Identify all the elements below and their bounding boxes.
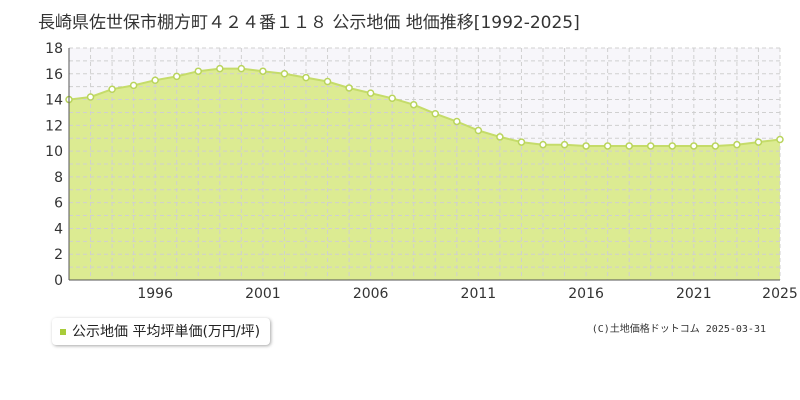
data-point (151, 76, 159, 84)
data-point (668, 142, 677, 150)
y-tick-label: 8 (54, 170, 63, 186)
data-point (172, 72, 181, 81)
x-tick-label: 1996 (137, 286, 173, 302)
legend: 公示地価 平均坪単価(万円/坪) (52, 318, 271, 345)
y-tick-label: 6 (54, 196, 63, 212)
data-point (323, 77, 332, 86)
y-tick-label: 0 (54, 273, 63, 289)
x-tick-label: 2011 (461, 286, 497, 302)
x-tick-label: 2016 (568, 286, 604, 302)
data-point (625, 142, 633, 150)
data-point (345, 84, 353, 92)
x-tick-label: 2001 (245, 286, 281, 302)
y-tick-label: 18 (45, 41, 63, 57)
data-point (86, 93, 95, 101)
y-tick-label: 14 (45, 93, 63, 109)
data-point (388, 94, 396, 103)
data-point (754, 138, 763, 146)
data-point (453, 117, 461, 126)
y-tick-label: 2 (54, 247, 63, 263)
data-point (690, 142, 698, 150)
data-point (194, 67, 203, 75)
legend-swatch (60, 329, 66, 335)
data-point (603, 142, 612, 150)
data-point (302, 73, 310, 82)
data-point (711, 142, 720, 150)
chart-title: 長崎県佐世保市棚方町４２４番１１８ 公示地価 地価推移[1992-2025] (38, 13, 580, 33)
data-point (108, 85, 116, 93)
data-point (366, 89, 375, 97)
data-point (496, 133, 504, 141)
data-point (560, 140, 569, 149)
data-point (733, 140, 741, 149)
y-tick-label: 16 (45, 67, 63, 83)
data-point (409, 100, 418, 109)
data-point (237, 64, 246, 73)
legend-label: 公示地価 平均坪単価(万円/坪) (72, 324, 261, 340)
x-tick-label: 2006 (353, 286, 389, 302)
data-point (539, 140, 547, 149)
data-point (646, 142, 655, 150)
copyright-text: (C)土地価格ドットコム 2025-03-31 (591, 324, 766, 335)
x-tick-label: 2025 (762, 286, 798, 302)
data-point (431, 109, 440, 118)
series-area (69, 68, 780, 280)
series-line (68, 67, 781, 147)
data-point (280, 70, 289, 78)
data-point (129, 81, 138, 90)
data-point (776, 135, 784, 144)
y-tick-label: 10 (45, 144, 63, 160)
data-point (259, 67, 267, 75)
data-point (517, 138, 526, 146)
data-point (582, 142, 590, 150)
data-point (474, 126, 483, 135)
y-tick-label: 12 (45, 118, 63, 134)
data-point (216, 64, 224, 73)
y-tick-label: 4 (54, 221, 63, 237)
x-tick-label: 2021 (676, 286, 712, 302)
